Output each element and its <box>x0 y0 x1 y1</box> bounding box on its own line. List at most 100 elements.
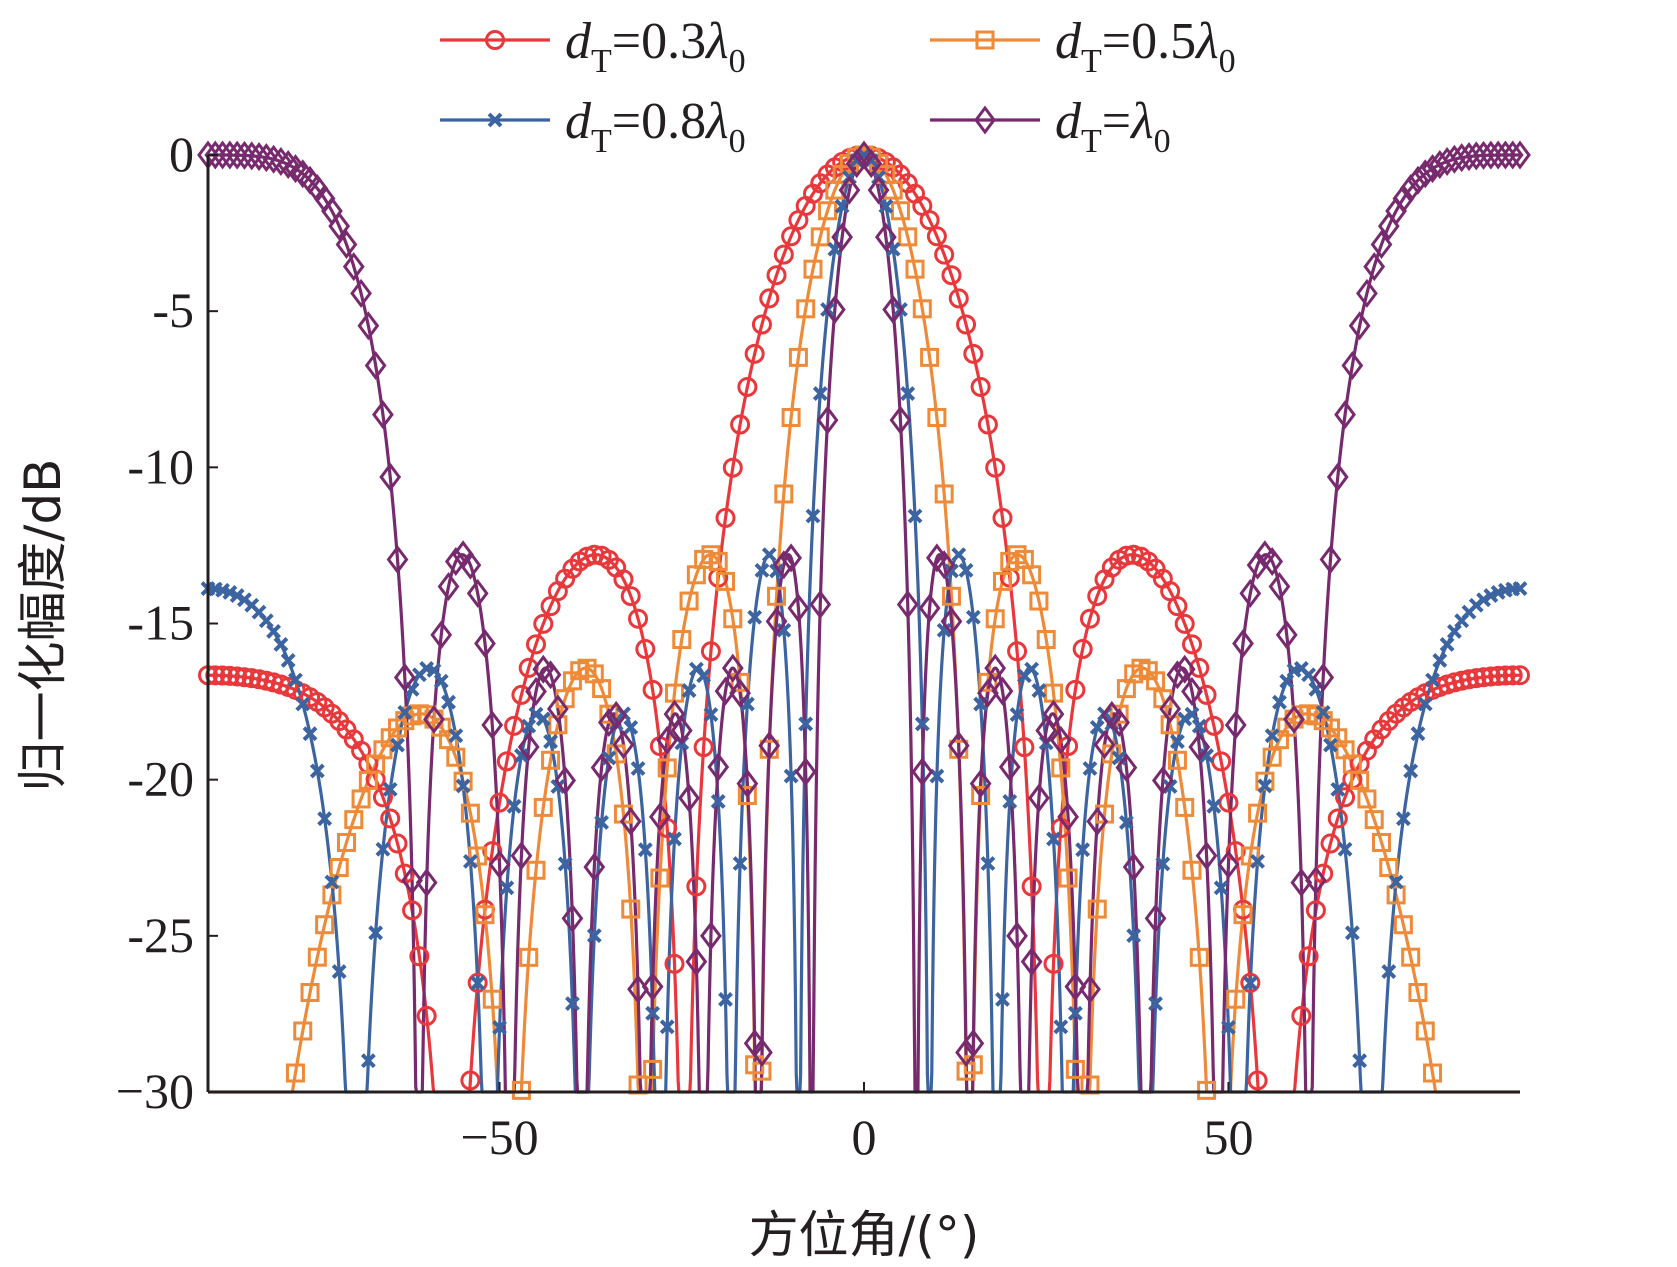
data-point <box>998 752 1021 782</box>
data-point <box>672 630 692 650</box>
data-point <box>732 856 748 871</box>
data-point <box>309 763 325 779</box>
data-point <box>1118 815 1134 830</box>
legend-label-part: d <box>565 93 592 150</box>
data-point <box>1255 771 1275 791</box>
data-point <box>1159 694 1182 724</box>
data-point <box>1312 662 1335 692</box>
data-point <box>659 1019 675 1035</box>
data-point <box>1298 946 1319 967</box>
data-point <box>958 562 974 578</box>
data-point <box>985 457 1006 478</box>
data-point <box>721 653 744 683</box>
data-point <box>1337 841 1353 857</box>
data-point <box>769 563 784 579</box>
data-point <box>1403 763 1419 779</box>
data-point <box>1086 806 1109 836</box>
data-point <box>1079 608 1100 629</box>
data-point <box>466 578 489 608</box>
data-point <box>751 314 772 335</box>
data-point <box>1051 758 1071 778</box>
data-point <box>900 386 916 401</box>
data-point <box>1079 974 1101 1004</box>
data-point <box>787 593 810 623</box>
legend-label: dT=0.8λ0 <box>565 93 746 160</box>
legend-label: dT=0.3λ0 <box>565 13 746 80</box>
data-point <box>1315 704 1331 720</box>
data-point <box>1087 586 1108 607</box>
legend-label-part: T <box>591 43 612 80</box>
data-point <box>554 765 577 795</box>
data-point <box>517 732 540 762</box>
data-point <box>336 832 356 852</box>
data-point <box>1399 173 1422 203</box>
data-point <box>1301 667 1317 683</box>
data-point <box>481 710 504 740</box>
data-point <box>455 778 471 794</box>
data-point <box>1283 704 1305 734</box>
data-point <box>1240 846 1260 866</box>
data-point <box>212 665 233 686</box>
legend-label-part: =0.5 <box>1102 13 1196 70</box>
data-point <box>1364 810 1384 830</box>
data-point <box>1425 672 1440 688</box>
data-point <box>561 903 584 933</box>
data-point <box>1395 811 1411 827</box>
data-point <box>372 400 394 430</box>
data-point <box>1072 639 1093 660</box>
data-point <box>1233 905 1253 925</box>
data-point <box>307 947 327 967</box>
y-tick-label: -25 <box>127 907 194 963</box>
data-point <box>796 299 816 319</box>
data-point <box>372 787 393 808</box>
data-point <box>229 588 245 603</box>
data-point <box>1261 546 1284 576</box>
data-point <box>1250 853 1266 869</box>
data-point <box>1268 572 1291 602</box>
data-point <box>696 668 712 684</box>
legend-item-1: dT=0.5λ0 <box>930 13 1236 80</box>
data-point <box>1167 750 1187 770</box>
data-point <box>911 757 934 787</box>
data-point <box>541 750 561 770</box>
legend-label-part: d <box>1055 93 1082 150</box>
plot-lines <box>207 153 1521 1094</box>
data-point <box>248 142 270 172</box>
legend-label-part: = <box>1102 93 1131 150</box>
data-point <box>737 376 758 397</box>
data-point <box>1350 770 1370 790</box>
y-tick-label: -10 <box>127 438 194 494</box>
data-point <box>1065 1059 1085 1079</box>
data-point <box>621 899 641 919</box>
data-point <box>1242 975 1258 991</box>
data-point <box>780 543 802 573</box>
data-point <box>351 789 371 809</box>
data-point <box>535 711 551 727</box>
y-tick-label: -20 <box>127 751 194 807</box>
data-point <box>1057 802 1079 832</box>
data-point <box>328 211 351 241</box>
data-point <box>293 1021 313 1041</box>
data-point <box>774 484 794 504</box>
data-point <box>1181 676 1203 706</box>
x-axis-title: 方位角/(°) <box>749 1206 980 1264</box>
data-point <box>1279 673 1295 689</box>
data-point <box>416 1005 437 1026</box>
data-point <box>710 794 726 809</box>
legend-label-part: 0 <box>729 43 746 80</box>
data-point <box>744 343 765 364</box>
data-point <box>667 831 682 847</box>
data-point <box>838 175 861 205</box>
data-point <box>1326 462 1349 492</box>
data-point <box>599 704 619 724</box>
data-point <box>1226 989 1246 1009</box>
data-point <box>693 737 714 758</box>
data-point <box>1401 947 1421 967</box>
data-point <box>1151 765 1174 795</box>
data-point <box>798 716 814 732</box>
data-point <box>324 874 340 890</box>
data-point <box>1363 252 1386 282</box>
data-point <box>992 571 1012 591</box>
data-point <box>1408 983 1428 1003</box>
data-point <box>317 811 333 827</box>
